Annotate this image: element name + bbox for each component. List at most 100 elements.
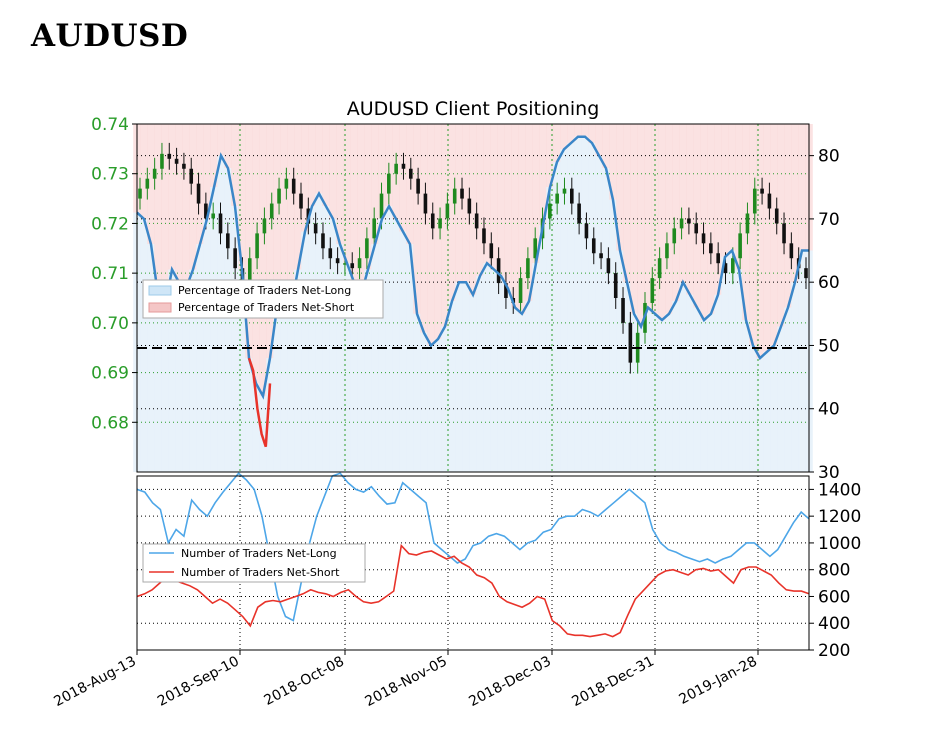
price-candle (160, 142, 164, 180)
percent-tick-label: 40 (818, 400, 840, 420)
price-candle (182, 152, 186, 180)
price-candle (233, 237, 237, 280)
price-candle (474, 202, 479, 240)
price-candle (284, 167, 289, 200)
count-tick-label: 1000 (818, 534, 861, 554)
price-candle (299, 182, 303, 220)
price-candle (694, 212, 699, 245)
price-candle (482, 217, 486, 255)
price-candle (657, 247, 662, 290)
price-tick-label: 0.71 (91, 264, 129, 284)
percent-tick-label: 30 (818, 463, 840, 483)
net-long-percentage-line (136, 135, 809, 448)
price-candle (804, 257, 808, 290)
price-candle (152, 157, 157, 190)
price-candle (782, 212, 786, 255)
price-candle (672, 217, 677, 255)
date-axis: 2018-Aug-13 2018-Sep-10 2018-Oct-08 2018-No… (51, 650, 760, 710)
count-axis: 1400 1200 1000 800 600 400 200 (809, 480, 861, 661)
price-candle (452, 177, 457, 215)
price-candle (591, 227, 596, 265)
price-tick-label: 0.72 (91, 214, 129, 234)
price-candle (430, 202, 435, 240)
count-tick-label: 1400 (818, 480, 861, 500)
count-tick-label: 600 (818, 587, 850, 607)
percent-tick-label: 70 (818, 210, 840, 230)
price-axis: 0.74 0.73 0.72 0.71 0.70 0.69 0.68 (91, 115, 137, 433)
chart-title: AUDUSD Client Positioning (347, 98, 600, 120)
price-candle (335, 247, 340, 275)
price-candle (628, 311, 633, 374)
date-tick-label: 2018-Oct-08 (262, 653, 347, 709)
date-tick-label: 2018-Dec-31 (569, 653, 657, 710)
page-title: AUDUSD (31, 18, 189, 54)
price-candle (255, 222, 259, 270)
trader-count-series (136, 543, 810, 638)
price-candle (321, 222, 325, 260)
price-candle (262, 207, 267, 245)
price-tick-label: 0.69 (91, 364, 129, 384)
count-tick-label: 1200 (818, 507, 861, 527)
price-candle (613, 262, 618, 309)
price-candle (401, 152, 406, 180)
price-candle (269, 192, 274, 230)
price-candle (526, 247, 530, 290)
price-candle (365, 227, 369, 270)
legend-net-short-pct: Percentage of Traders Net-Short (178, 301, 355, 314)
price-candle (394, 152, 398, 185)
price-candle (599, 242, 603, 270)
price-candle (570, 177, 574, 215)
price-candle (496, 247, 501, 295)
price-candle (774, 197, 779, 235)
price-candle (584, 212, 589, 250)
price-candle (467, 187, 472, 225)
price-candle (291, 167, 296, 205)
percent-axis: 80 70 60 50 40 30 (809, 147, 840, 483)
trader-count-series (136, 472, 810, 622)
price-candle (701, 222, 706, 255)
price-candle (372, 207, 376, 250)
price-candle (518, 267, 523, 314)
price-candle (606, 247, 611, 285)
price-candle (218, 202, 223, 245)
top-legend: Percentage of Traders Net-Long Percentag… (142, 279, 384, 319)
price-candle (277, 177, 281, 215)
price-tick-label: 0.73 (91, 165, 129, 185)
price-candle (211, 202, 215, 230)
price-candle (752, 177, 757, 225)
price-candle (738, 222, 742, 270)
count-tick-label: 400 (818, 614, 850, 634)
price-candle (504, 272, 508, 309)
price-candle (145, 167, 150, 200)
price-candle (555, 182, 559, 215)
price-candle (226, 222, 230, 260)
price-candle (138, 177, 142, 210)
price-candle (387, 162, 391, 205)
price-candle (577, 192, 581, 235)
price-candle (189, 157, 194, 195)
legend-net-long-count: Number of Traders Net-Long (181, 547, 337, 560)
date-tick-label: 2018-Aug-13 (51, 653, 138, 710)
price-candle (716, 242, 720, 275)
price-candle (416, 167, 420, 205)
price-candle (767, 182, 772, 220)
price-candle (789, 232, 794, 270)
price-candle (357, 247, 362, 280)
percent-tick-label: 60 (818, 273, 840, 293)
price-candle (196, 172, 201, 215)
price-candle (760, 177, 764, 205)
legend-net-short-count: Number of Traders Net-Short (181, 566, 340, 579)
trader-count-lines (136, 472, 810, 638)
price-candle (313, 212, 318, 245)
bottom-legend: Number of Traders Net-Long Number of Tra… (142, 543, 366, 583)
price-candle (167, 142, 172, 170)
price-candle (621, 287, 625, 334)
price-candle (679, 207, 684, 240)
net-short-pct-line (247, 357, 272, 448)
date-tick-label: 2019-Jan-28 (677, 653, 760, 707)
date-tick-label: 2018-Sep-10 (155, 653, 242, 709)
price-candle (460, 177, 464, 210)
price-tick-label: 0.68 (91, 413, 129, 433)
price-candle (650, 267, 655, 314)
price-tick-label: 0.70 (91, 314, 129, 334)
